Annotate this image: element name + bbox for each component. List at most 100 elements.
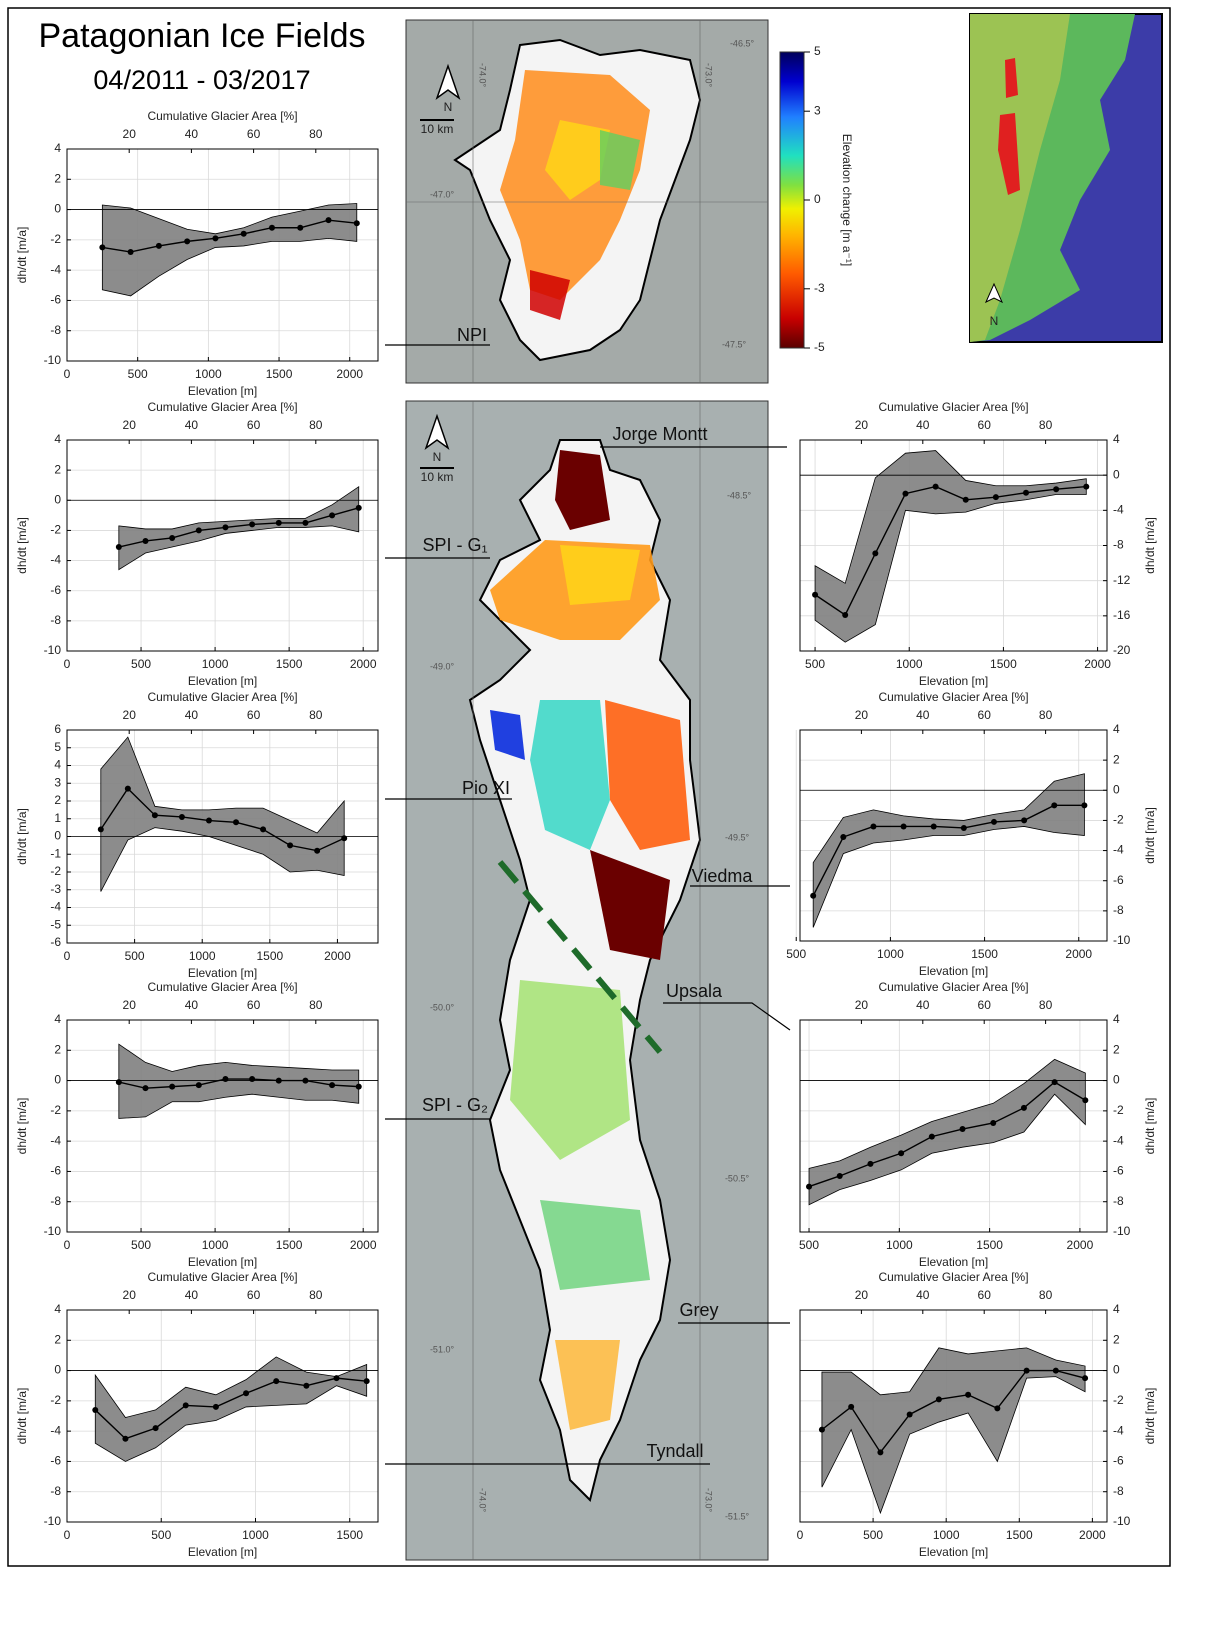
elevation-profile-chart: -10 -8 -6 -4 -2 0 2 4 500 1000 1500 2000 20 40 60 80 Ele… <box>799 980 1157 1269</box>
x2-tick-label: 80 <box>1039 418 1053 432</box>
y-tick-label: 2 <box>54 793 61 807</box>
x2-tick-label: 40 <box>185 1288 199 1302</box>
series-line <box>821 1369 1086 1454</box>
y-tick-label: 4 <box>1113 432 1120 446</box>
colorbar-label: Elevation change [m a⁻¹] <box>840 134 854 266</box>
x-tick-label: 500 <box>863 1528 883 1542</box>
y-tick-label: -8 <box>1113 1484 1124 1498</box>
x2-tick-label: 80 <box>309 418 323 432</box>
elevation-change-patch <box>605 700 690 850</box>
data-point <box>142 1085 149 1092</box>
data-point <box>99 244 106 251</box>
x-tick-label: 0 <box>64 1238 71 1252</box>
x-tick-label: 500 <box>799 1238 819 1252</box>
y-tick-label: -4 <box>1113 503 1124 517</box>
y-tick-label: -3 <box>50 882 61 896</box>
x-tick-label: 1000 <box>242 1528 269 1542</box>
data-point <box>122 1435 129 1442</box>
x2-axis-label: Cumulative Glacier Area [%] <box>878 1270 1028 1284</box>
uncertainty-band <box>821 1347 1086 1515</box>
data-point <box>178 813 185 820</box>
y-axis-label: dh/dt [m/a] <box>15 517 29 574</box>
data-point <box>268 224 275 231</box>
y-tick-label: 0 <box>1113 782 1120 796</box>
series-line <box>812 804 1085 897</box>
colorbar-tick-label: 0 <box>814 192 821 206</box>
map-coordinate: -73.0° <box>704 63 714 88</box>
plot-frame <box>799 439 1108 652</box>
figure-title: Patagonian Ice Fields <box>39 17 366 55</box>
data-point <box>182 1402 189 1409</box>
glacier-label: NPI <box>457 325 487 345</box>
x-tick-label: 500 <box>125 949 145 963</box>
x-tick-label: 500 <box>128 367 148 381</box>
y-tick-label: -16 <box>1113 608 1131 622</box>
uncertainty-band <box>100 736 345 892</box>
y-tick-label: -2 <box>50 523 61 537</box>
series-line <box>102 219 357 253</box>
plot-area <box>67 1020 378 1232</box>
data-point <box>303 1382 310 1389</box>
data-point <box>867 1160 874 1167</box>
data-point <box>355 504 362 511</box>
glacier-label: Pio XI <box>462 778 510 798</box>
y-tick-label: -4 <box>50 900 61 914</box>
data-point <box>1053 486 1060 493</box>
y-tick-label: 4 <box>1113 1012 1120 1026</box>
x2-tick-label: 20 <box>855 998 869 1012</box>
y-tick-label: -8 <box>1113 538 1124 552</box>
data-point <box>994 1405 1001 1412</box>
map-coordinate: -46.5° <box>730 38 755 48</box>
x-tick-label: 1500 <box>976 1238 1003 1252</box>
x2-tick-label: 80 <box>309 998 323 1012</box>
data-point <box>275 519 282 526</box>
map-coordinate: -49.0° <box>430 661 455 671</box>
map-coordinate: -51.5° <box>725 1511 750 1521</box>
scale-label: 10 km <box>421 470 454 484</box>
y-tick-label: 2 <box>1113 1042 1120 1056</box>
data-point <box>333 1375 340 1382</box>
north-label: N <box>990 314 999 328</box>
x2-axis-label: Cumulative Glacier Area [%] <box>878 690 1028 704</box>
y-axis-label: dh/dt [m/a] <box>1143 517 1157 574</box>
data-point <box>155 242 162 249</box>
y-tick-label: -6 <box>50 583 61 597</box>
x-tick-label: 0 <box>64 657 71 671</box>
y-tick-label: 4 <box>1113 722 1120 736</box>
map-coordinate: -50.0° <box>430 1002 455 1012</box>
plot-area <box>67 440 378 651</box>
x-tick-label: 1000 <box>202 1238 229 1252</box>
elevation-change-patch <box>540 1200 650 1290</box>
y-axis-label: dh/dt [m/a] <box>1143 807 1157 864</box>
x-axis-label: Elevation [m] <box>919 674 988 688</box>
series-line <box>118 1078 359 1089</box>
scale-label: 10 km <box>421 122 454 136</box>
data-point <box>962 496 969 503</box>
x2-tick-label: 40 <box>185 708 199 722</box>
x-axis-label: Elevation [m] <box>188 966 257 980</box>
map-coordinate: -49.5° <box>725 832 750 842</box>
x-axis-label: Elevation [m] <box>919 1255 988 1269</box>
data-point <box>810 892 817 899</box>
x2-tick-label: 20 <box>855 1288 869 1302</box>
x2-tick-label: 20 <box>123 708 137 722</box>
data-point <box>1052 1367 1059 1374</box>
data-point <box>1083 483 1090 490</box>
north-label: N <box>433 450 442 464</box>
y-tick-label: 1 <box>54 811 61 825</box>
x-tick-label: 1500 <box>276 657 303 671</box>
data-point <box>840 834 847 841</box>
uncertainty-band <box>812 773 1085 928</box>
data-point <box>992 494 999 501</box>
x2-tick-label: 80 <box>309 1288 323 1302</box>
x2-axis-label: Cumulative Glacier Area [%] <box>147 109 297 123</box>
figure-subtitle: 04/2011 - 03/2017 <box>93 65 310 95</box>
data-point <box>273 1378 280 1385</box>
x2-tick-label: 20 <box>123 418 137 432</box>
x2-axis-label: Cumulative Glacier Area [%] <box>147 980 297 994</box>
plot-frame <box>66 1309 379 1523</box>
x-tick-label: 2000 <box>336 367 363 381</box>
